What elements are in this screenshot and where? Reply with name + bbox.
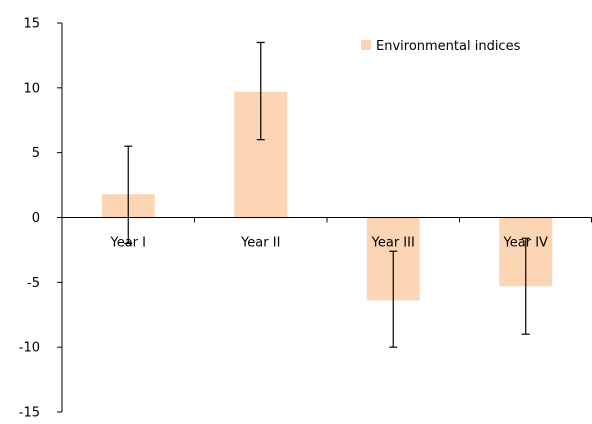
legend: Environmental indices xyxy=(361,39,521,54)
y-tick-label: -5 xyxy=(27,276,40,291)
x-tick-label: Year IV xyxy=(503,236,548,251)
y-tick-label: 10 xyxy=(23,81,40,96)
y-tick-label: -10 xyxy=(19,341,40,356)
y-axis-ticks: 15 10 5 0 -5 -10 -15 xyxy=(19,17,62,421)
y-tick-label: 5 xyxy=(32,146,40,161)
x-axis-labels: Year I Year II Year III Year IV xyxy=(110,236,549,251)
legend-swatch xyxy=(361,40,371,50)
axes xyxy=(61,23,592,412)
x-tick-label: Year II xyxy=(240,236,280,251)
y-tick-label: 15 xyxy=(23,17,40,32)
error-bars xyxy=(124,41,530,348)
y-tick-label: -15 xyxy=(19,406,40,420)
x-tick-label: Year III xyxy=(371,236,415,251)
y-tick-label: 0 xyxy=(32,211,40,226)
x-tick-label: Year I xyxy=(110,236,147,251)
bars xyxy=(101,91,553,301)
legend-label: Environmental indices xyxy=(376,39,521,54)
